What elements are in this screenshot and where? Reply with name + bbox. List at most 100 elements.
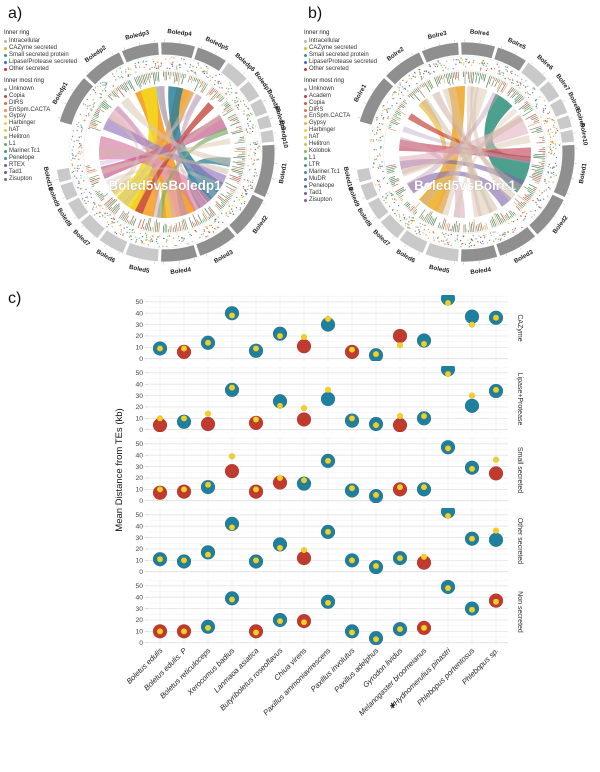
gene-dot: [408, 75, 410, 77]
legend-color-swatch: [304, 191, 307, 195]
legend-item-label: Intracellular: [309, 37, 341, 44]
gene-dot: [251, 187, 253, 189]
gene-dot: [112, 222, 114, 224]
te-density-bar: [111, 91, 117, 98]
gene-dot: [227, 215, 229, 218]
gene-dot: [177, 236, 180, 238]
gene-dot: [553, 152, 556, 155]
gene-dot: [146, 239, 148, 241]
gene-dot: [252, 124, 254, 126]
legend-item: Other secreted: [4, 66, 99, 73]
gene-dot: [72, 170, 75, 173]
axis-tick: [104, 244, 107, 248]
legend-item-label: Unknown: [309, 85, 335, 92]
gene-dot: [549, 136, 552, 138]
legend-item: Kolobok: [304, 148, 399, 155]
te-density-bar: [394, 112, 402, 117]
gene-dot: [128, 68, 130, 70]
y-tick-label: 40: [135, 381, 143, 388]
gene-dot: [391, 209, 394, 212]
te-density-bar: [387, 128, 396, 132]
te-density-bar: [231, 165, 244, 170]
gene-dot: [207, 230, 209, 233]
y-tick-label: 30: [135, 393, 143, 400]
gene-dot: [408, 216, 411, 218]
yellow-point: [492, 527, 500, 534]
gene-dot: [128, 236, 131, 238]
gene-dot: [76, 123, 78, 126]
gene-dot: [547, 131, 549, 133]
gene-dot: [377, 180, 379, 183]
gene-dot: [228, 205, 230, 207]
gene-dot: [422, 223, 424, 226]
legend-item: Tad1: [304, 190, 399, 197]
gene-dot: [555, 131, 557, 133]
gene-dot: [437, 61, 439, 63]
gene-dot: [159, 65, 162, 67]
gene-dot: [382, 178, 385, 180]
yellow-point: [444, 584, 452, 592]
comparison-title: Boled5vsBoledp1: [108, 178, 222, 193]
gene-dot: [381, 112, 383, 115]
te-density-bar: [392, 183, 399, 187]
te-density-bar: [104, 197, 113, 206]
gene-dot: [255, 172, 257, 174]
gene-dot: [212, 76, 214, 79]
te-density-bar: [157, 71, 160, 82]
y-tick-label: 50: [135, 441, 143, 448]
gene-dot: [120, 224, 122, 226]
te-density-bar: [211, 92, 220, 101]
te-density-bar: [120, 212, 126, 220]
gene-dot: [230, 208, 233, 210]
te-density-bar: [389, 177, 395, 181]
gene-dot: [81, 198, 84, 200]
gene-dot: [227, 90, 230, 93]
legend-item-label: Intracellular: [9, 37, 41, 44]
gene-dot: [439, 62, 441, 64]
gene-dot: [504, 77, 506, 79]
te-density-bar: [231, 168, 244, 173]
yellow-point: [468, 535, 476, 542]
gene-dot: [503, 232, 505, 234]
gene-dot: [378, 140, 380, 142]
gene-dot: [79, 188, 81, 190]
gene-dot: [433, 231, 435, 233]
gene-dot: [549, 176, 552, 178]
te-density-bar: [441, 217, 446, 230]
gene-dot: [89, 108, 92, 110]
te-density-bar: [509, 210, 515, 216]
te-density-bar: [407, 95, 411, 98]
te-density-bar: [227, 113, 237, 119]
gene-dot: [74, 158, 76, 160]
gene-dot: [74, 155, 77, 157]
gene-dot: [399, 219, 402, 222]
gene-dot: [511, 78, 514, 80]
gene-dot: [230, 87, 232, 90]
te-density-bar: [91, 118, 102, 124]
te-density-bar: [107, 199, 118, 209]
te-density-bar: [153, 221, 156, 232]
gene-dot: [498, 70, 501, 72]
gene-dot: [472, 234, 475, 237]
te-density-bar: [172, 227, 175, 233]
te-density-bar: [476, 225, 478, 232]
axis-tick: [519, 247, 522, 250]
te-density-bar: [181, 220, 185, 231]
chromosome-label: Boledp10: [278, 120, 289, 149]
gene-dot: [254, 142, 256, 144]
te-density-bar: [508, 211, 514, 217]
gene-dot: [253, 159, 256, 161]
synteny-chord: [107, 106, 188, 218]
axis-tick: [438, 258, 440, 262]
gene-dot: [249, 132, 251, 134]
te-density-bar: [512, 88, 516, 93]
legend-color-swatch: [304, 115, 307, 119]
gene-dot: [212, 232, 215, 234]
te-density-bar: [232, 177, 241, 181]
synteny-chord: [466, 86, 483, 218]
gene-dot: [553, 154, 555, 156]
gene-dot: [173, 57, 175, 59]
te-density-bar: [151, 226, 153, 232]
te-density-bar: [538, 162, 545, 164]
te-density-bar: [531, 175, 541, 180]
